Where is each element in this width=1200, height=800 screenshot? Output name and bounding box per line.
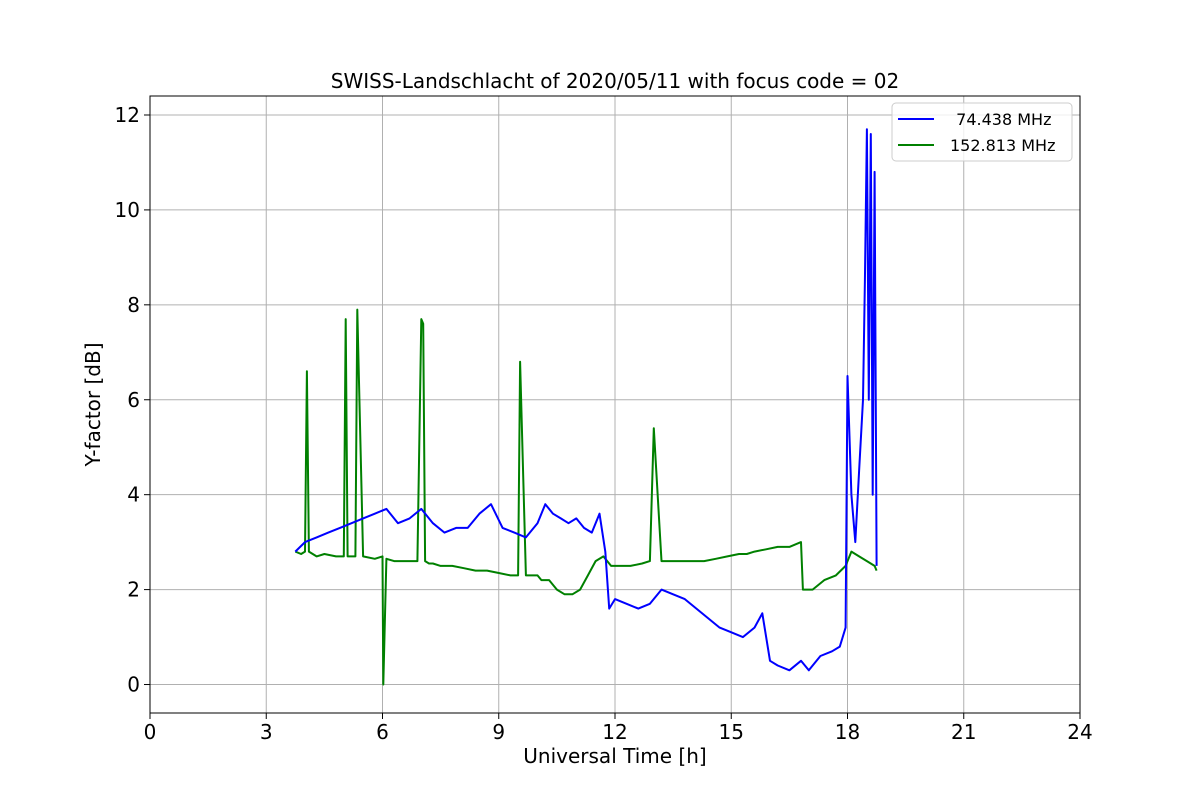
y-axis-label: Y-factor [dB] [81,342,105,467]
legend-label-74mhz: 74.438 MHz [946,110,1051,129]
x-tick-label: 6 [376,720,389,744]
chart-title: SWISS-Landschlacht of 2020/05/11 with fo… [331,69,899,93]
x-tick-label: 18 [835,720,860,744]
y-tick-label: 6 [127,388,140,412]
x-tick-label: 15 [719,720,744,744]
x-axis-ticks: 0 3 6 9 12 15 18 21 24 [144,713,1093,744]
legend-box [891,102,1073,162]
y-tick-label: 10 [115,198,140,222]
legend: 74.438 MHz 152.813 MHz [891,102,1073,162]
x-tick-label: 24 [1067,720,1092,744]
x-tick-label: 21 [951,720,976,744]
y-tick-label: 4 [127,483,140,507]
x-tick-label: 3 [260,720,273,744]
x-axis-label: Universal Time [h] [523,744,706,768]
x-tick-label: 12 [602,720,627,744]
plot-series [294,128,878,686]
y-tick-label: 12 [115,103,140,127]
x-tick-label: 9 [492,720,505,744]
y-tick-label: 2 [127,578,140,602]
y-axis-ticks: 0 2 4 6 8 10 12 [115,103,150,697]
y-tick-label: 0 [127,673,140,697]
y-tick-label: 8 [127,293,140,317]
series-line-152mhz [294,308,878,686]
x-tick-label: 0 [144,720,157,744]
series-line-74mhz [294,128,878,672]
legend-label-152mhz: 152.813 MHz [950,136,1055,155]
grid [149,96,1081,713]
